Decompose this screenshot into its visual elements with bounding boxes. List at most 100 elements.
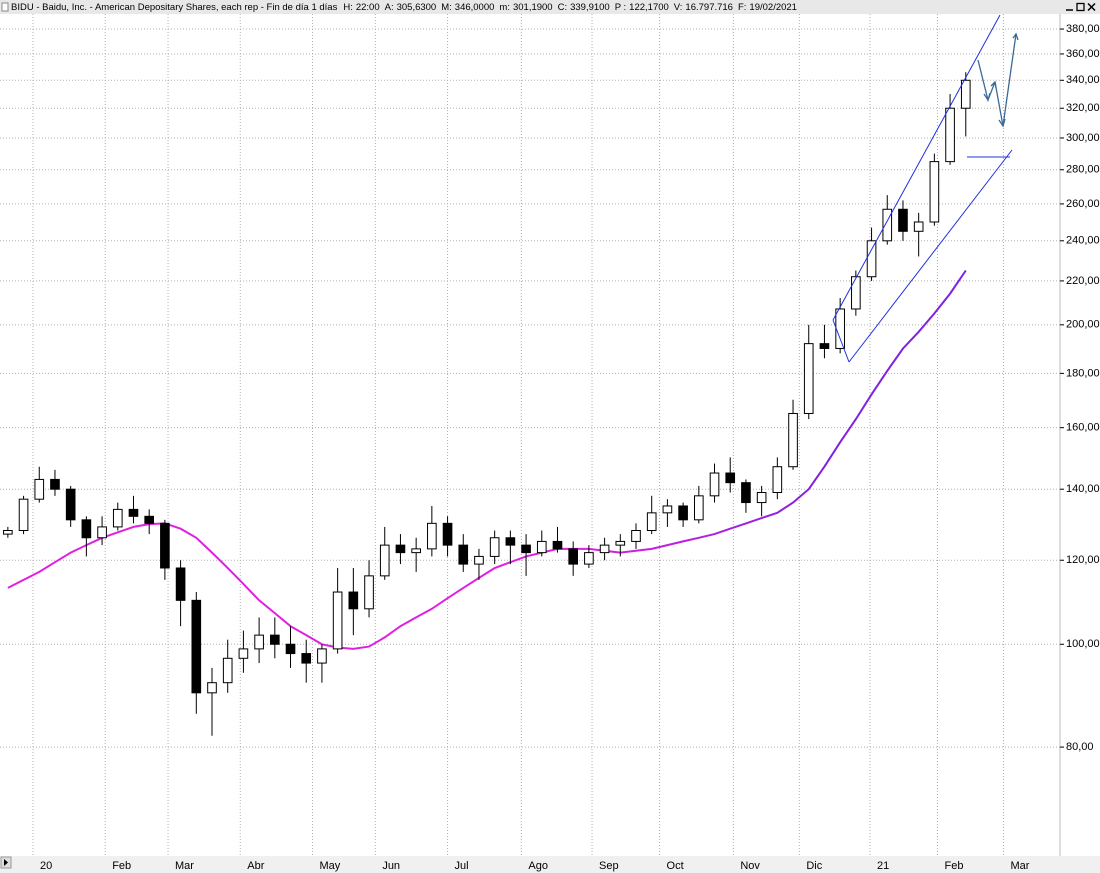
x-tick-label: 20: [40, 860, 52, 872]
channel-edge: [832, 319, 850, 363]
candle-body: [144, 515, 155, 524]
stat-label: C:: [558, 2, 568, 13]
y-tick-label: 160,00: [1066, 422, 1100, 434]
candle-body: [693, 495, 704, 521]
x-tick-label: Mar: [1010, 860, 1029, 872]
candle-body: [835, 308, 845, 349]
candle-body: [238, 648, 249, 659]
header-bar: [0, 0, 1100, 14]
candle-body: [489, 537, 500, 557]
candle-body: [395, 544, 406, 554]
y-tick-label: 180,00: [1066, 367, 1100, 379]
stat-label: M:: [441, 2, 452, 13]
candle-body: [819, 343, 830, 349]
y-tick-label: 220,00: [1066, 275, 1100, 287]
candle-body: [536, 540, 547, 554]
candle-body: [254, 634, 264, 650]
candle-body: [678, 505, 688, 521]
y-tick-label: 380,00: [1066, 23, 1100, 35]
candle-body: [301, 653, 312, 664]
y-tick-label: 280,00: [1066, 164, 1100, 176]
candle-body: [552, 540, 563, 550]
candle-body: [741, 482, 751, 504]
candle-body: [584, 552, 594, 565]
candle-body: [568, 548, 579, 565]
candle-body: [929, 161, 940, 223]
candle-body: [50, 478, 60, 490]
x-tick-label: Nov: [740, 860, 760, 872]
y-tick-label: 360,00: [1066, 48, 1100, 60]
y-tick-label: 320,00: [1066, 102, 1100, 114]
y-tick-label: 200,00: [1066, 319, 1100, 331]
candle-body: [646, 512, 657, 531]
stat-value: 305,6300: [397, 2, 437, 13]
x-tick-label: Jul: [455, 860, 469, 872]
candle-body: [458, 544, 469, 565]
candle-body: [631, 529, 641, 542]
candle-body: [662, 505, 673, 514]
scroll-arrow: [4, 859, 8, 866]
stat-value: 22:00: [356, 2, 380, 13]
candle-body: [348, 591, 359, 610]
stat-label: H:: [343, 2, 353, 13]
channel-lower: [848, 149, 1013, 363]
maximize[interactable]: [1076, 2, 1085, 12]
candle-body: [112, 508, 123, 528]
candle-body: [615, 540, 626, 546]
drawings: [832, 14, 1019, 363]
candle-body: [128, 508, 139, 517]
y-tick-label: 300,00: [1066, 132, 1100, 144]
window-buttons[interactable]: [1066, 2, 1096, 12]
x-tick-label: Dic: [806, 860, 822, 872]
candle-body: [756, 492, 767, 504]
x-tick-label: Ago: [528, 860, 548, 872]
candle-body: [772, 466, 783, 494]
x-tick-label: Abr: [247, 860, 264, 872]
header: BIDU - Baidu, Inc. - American Depositary…: [11, 2, 797, 13]
x-tick-label: Feb: [112, 860, 131, 872]
moving-average: [7, 269, 967, 650]
candle-body: [222, 657, 233, 684]
x-tick-label: Feb: [945, 860, 964, 872]
stat-label: V:: [674, 2, 683, 13]
candle-body: [269, 634, 280, 645]
candle-body: [521, 544, 531, 554]
candle-body: [866, 240, 877, 278]
candle-body: [725, 472, 736, 484]
stat-value: 16.797.716: [685, 2, 733, 13]
x-tick-label: Sep: [599, 860, 619, 872]
stat-value: 19/02/2021: [749, 2, 797, 13]
candle-body: [207, 682, 217, 694]
candle-body: [788, 412, 798, 468]
candle-body: [175, 567, 186, 601]
candle-body: [945, 107, 955, 163]
candle-body: [34, 478, 45, 500]
candle-body: [882, 208, 893, 242]
candle-body: [505, 537, 516, 546]
grid: 80,00 100,00 120,00 140,00 160,00 180,00 200,0…: [0, 14, 1100, 872]
candle-body: [18, 498, 29, 531]
x-tick-label: Oct: [667, 860, 684, 872]
candle-body: [285, 643, 296, 655]
channel-upper: [832, 14, 1001, 321]
candle-body: [317, 648, 327, 664]
candle-body: [65, 488, 76, 521]
candle-body: [851, 276, 861, 310]
y-tick-label: 100,00: [1066, 638, 1100, 650]
candle-body: [709, 472, 720, 497]
candle-body: [191, 599, 202, 694]
candle-body: [160, 522, 170, 569]
candle-body: [474, 555, 484, 565]
x-axis-bar: [0, 856, 1100, 873]
stat-value: 301,1900: [513, 2, 553, 13]
candle-body: [411, 548, 421, 554]
stat-value: 122,1700: [629, 2, 669, 13]
candle-body: [364, 575, 374, 610]
x-tick-label: Jun: [382, 860, 400, 872]
close[interactable]: [1087, 2, 1096, 12]
y-tick-label: 240,00: [1066, 235, 1100, 247]
stat-label: F:: [738, 2, 746, 13]
x-tick-label: 21: [877, 860, 889, 872]
